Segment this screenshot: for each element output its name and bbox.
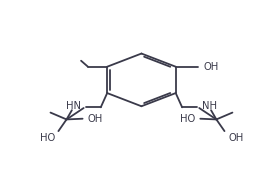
Text: HO: HO (180, 114, 196, 124)
Text: HO: HO (39, 133, 55, 143)
Text: OH: OH (87, 114, 103, 124)
Text: NH: NH (202, 101, 217, 111)
Text: OH: OH (204, 62, 219, 72)
Text: HN: HN (66, 101, 81, 111)
Text: OH: OH (228, 133, 243, 143)
